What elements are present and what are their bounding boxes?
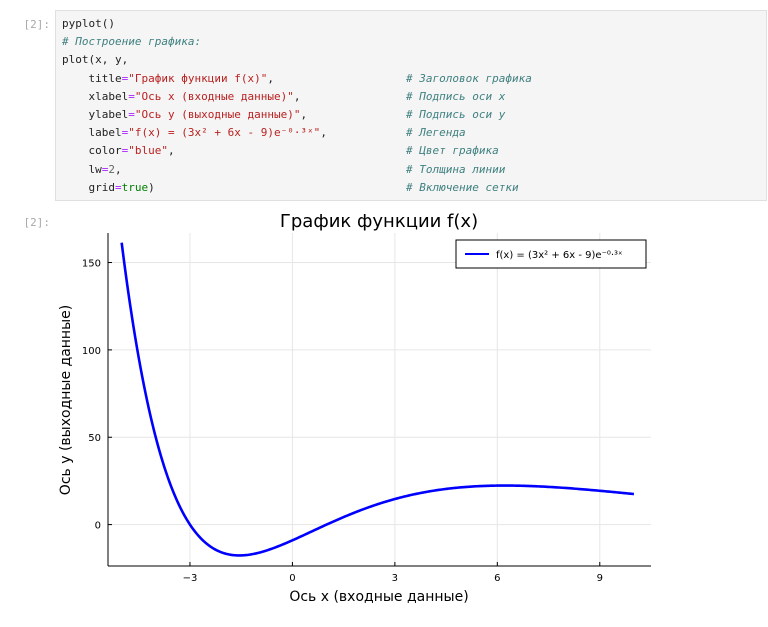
code-indent	[62, 181, 89, 194]
code-operator: =	[121, 71, 129, 85]
x-tick-label: 6	[494, 573, 500, 584]
code-text: plot(x, y,	[62, 53, 129, 67]
legend: f(x) = (3x² + 6x - 9)e⁻⁰·³ˣ	[455, 239, 647, 269]
code-arg-key: grid	[88, 180, 116, 194]
code-comment: # Легенда	[406, 126, 466, 140]
code-arg-key: ylabel	[88, 108, 129, 121]
code-indent	[62, 72, 89, 85]
code-arg-value: 2	[108, 162, 115, 176]
axes	[107, 233, 651, 567]
plot-chart: График функции f(x) −3 0 3 6 9 0 50 100 150 f(x)…	[58, 211, 651, 605]
code-indent	[62, 108, 89, 121]
code-line: # Построение графика:	[62, 33, 201, 51]
code-punct: ,	[320, 126, 327, 140]
y-tick-label: 50	[88, 433, 101, 444]
code-punct: )	[148, 180, 155, 194]
code-arg-key: color	[88, 144, 122, 158]
x-tick-label: 0	[289, 573, 295, 584]
x-axis-label: Ось x (входные данные)	[289, 589, 468, 605]
code-arg-value: "Ось x (входные данные)"	[134, 89, 294, 103]
code-arg-key: lw	[88, 162, 102, 176]
x-tick-label: −3	[183, 573, 198, 584]
code-editor[interactable]: pyplot() # Построение графика: plot(x, y, …	[55, 10, 767, 201]
output-prompt: [2]:	[23, 216, 51, 229]
code-arg-value: "blue"	[128, 144, 168, 158]
code-indent	[62, 144, 89, 157]
code-text: pyplot()	[62, 17, 115, 30]
code-operator: =	[128, 89, 135, 103]
code-punct: ,	[293, 89, 301, 103]
code-operator: =	[128, 108, 135, 121]
code-punct: ,	[168, 144, 175, 158]
legend-label: f(x) = (3x² + 6x - 9)e⁻⁰·³ˣ	[496, 250, 622, 261]
code-operator: =	[115, 180, 122, 194]
code-comment: # Подпись оси y	[406, 108, 506, 121]
code-comment: # Подпись оси x	[406, 89, 506, 103]
code-punct: ,	[267, 71, 274, 85]
grid	[108, 233, 651, 566]
code-punct: ,	[300, 108, 308, 121]
code-arg-key: label	[88, 126, 122, 140]
code-line: lw=2,	[62, 161, 122, 179]
input-prompt: [2]:	[23, 18, 51, 31]
x-tick-label: 3	[392, 573, 398, 584]
code-line: plot(x, y,	[62, 51, 128, 69]
output-cell: [2]: График функции f(x) −3 0 3 6 9 0 50 100 150…	[0, 205, 768, 623]
chart-title: График функции f(x)	[280, 211, 478, 232]
y-tick-label: 100	[82, 346, 101, 357]
code-comment: # Заголовок графика	[406, 71, 532, 85]
y-axis-label: Ось y (выходные данные)	[58, 305, 74, 495]
y-tick-label: 0	[95, 521, 101, 532]
code-line: pyplot()	[62, 15, 115, 33]
code-line: grid=true)	[62, 179, 155, 197]
code-indent	[62, 163, 89, 176]
code-arg-value: "График функции f(x)"	[128, 71, 268, 85]
code-comment: # Построение графика:	[62, 35, 202, 49]
code-arg-value: true	[121, 180, 149, 194]
x-tick-label: 9	[597, 573, 603, 584]
code-line: ylabel="Ось y (выходные данные)",	[62, 106, 308, 124]
code-comment: # Включение сетки	[406, 180, 519, 194]
tick-labels: −3 0 3 6 9 0 50 100 150	[82, 259, 603, 584]
input-cell[interactable]: [2]: pyplot() # Построение графика: plot(x…	[0, 10, 768, 202]
code-indent	[62, 90, 89, 103]
series-line	[120, 242, 635, 557]
code-line: title="График функции f(x)",	[62, 70, 274, 88]
code-arg-key: title	[88, 71, 122, 85]
y-tick-label: 150	[82, 259, 101, 270]
code-operator: =	[121, 144, 129, 158]
code-comment: # Толщина линии	[406, 162, 506, 176]
code-operator: =	[101, 162, 109, 176]
code-line: color="blue",	[62, 142, 175, 160]
code-arg-key: xlabel	[88, 89, 129, 103]
code-comment: # Цвет графика	[406, 144, 499, 158]
code-arg-value: "Ось y (выходные данные)"	[134, 108, 301, 121]
code-line: label="f(x) = (3x² + 6x - 9)e⁻⁰·³ˣ",	[62, 124, 327, 142]
code-arg-value: "f(x) = (3x² + 6x - 9)e⁻⁰·³ˣ"	[128, 126, 321, 140]
code-operator: =	[121, 126, 129, 140]
code-indent	[62, 126, 89, 139]
code-line: xlabel="Ось x (входные данные)",	[62, 88, 301, 106]
code-punct: ,	[115, 162, 122, 176]
